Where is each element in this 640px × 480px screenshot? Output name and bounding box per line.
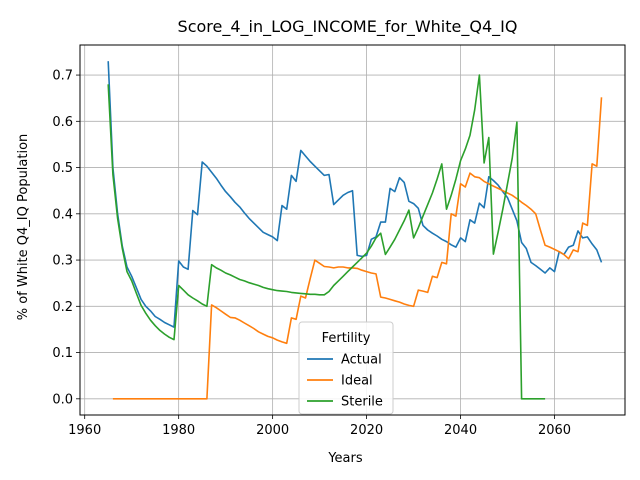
x-tick-label: 1980 xyxy=(162,423,195,438)
series-line-ideal xyxy=(112,97,603,400)
series-line-actual xyxy=(107,61,603,328)
grid xyxy=(80,45,625,415)
plot-frame xyxy=(79,44,626,416)
y-tick-label: 0.2 xyxy=(52,300,73,315)
series-line-sterile xyxy=(107,74,546,400)
legend-box xyxy=(298,321,394,415)
y-tick-label: 0.1 xyxy=(52,346,73,361)
legend: Fertility Actual Ideal Sterile xyxy=(298,321,394,415)
y-tick-label: 0.3 xyxy=(52,254,73,269)
x-tick-label: 2060 xyxy=(538,423,571,438)
legend-label-ideal: Ideal xyxy=(341,374,373,389)
y-axis: 0.0 0.1 0.2 0.3 0.4 0.5 0.6 0.7 xyxy=(52,69,80,407)
x-axis: 1960 1980 2000 2020 2040 2060 xyxy=(68,415,571,438)
y-tick-label: 0.0 xyxy=(52,392,73,407)
x-axis-label: Years xyxy=(327,451,363,466)
plot-lines xyxy=(107,61,603,400)
chart-title: Score_4_in_LOG_INCOME_for_White_Q4_IQ xyxy=(178,17,518,37)
y-axis-label: % of White Q4_IQ Population xyxy=(16,134,31,321)
y-tick-label: 0.5 xyxy=(52,161,73,176)
y-tick-label: 0.4 xyxy=(52,207,73,222)
x-tick-label: 2040 xyxy=(444,423,477,438)
legend-label-actual: Actual xyxy=(341,353,382,368)
y-tick-label: 0.6 xyxy=(52,115,73,130)
legend-title: Fertility xyxy=(322,331,371,346)
x-tick-label: 2020 xyxy=(350,423,383,438)
legend-label-sterile: Sterile xyxy=(341,395,383,410)
x-tick-label: 2000 xyxy=(256,423,289,438)
y-tick-label: 0.7 xyxy=(52,69,73,84)
x-tick-label: 1960 xyxy=(68,423,101,438)
